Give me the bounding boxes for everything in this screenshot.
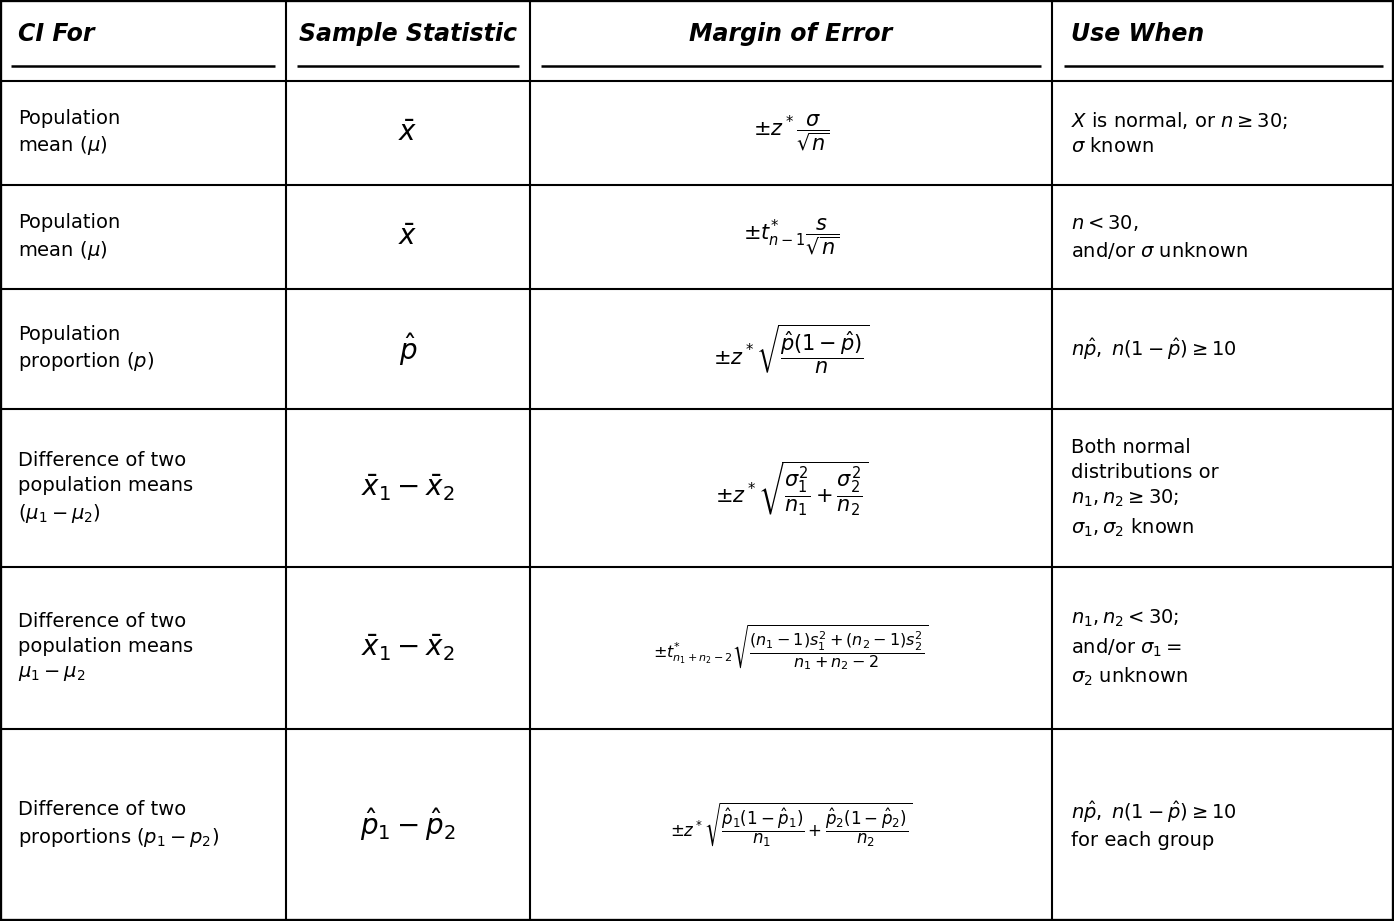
Text: CI For: CI For <box>18 22 95 46</box>
Text: Use When: Use When <box>1071 22 1204 46</box>
Text: $\pm t_{n_1+n_2-2}^{*}\sqrt{\dfrac{(n_1-1)s_1^2+(n_2-1)s_2^2}{n_1+n_2-2}}$: $\pm t_{n_1+n_2-2}^{*}\sqrt{\dfrac{(n_1-… <box>654 624 928 672</box>
Text: $n < 30$,
and/or $\sigma$ unknown: $n < 30$, and/or $\sigma$ unknown <box>1071 214 1248 261</box>
Text: Sample Statistic: Sample Statistic <box>298 22 517 46</box>
Text: $\pm z^* \dfrac{\sigma}{\sqrt{n}}$: $\pm z^* \dfrac{\sigma}{\sqrt{n}}$ <box>753 112 829 154</box>
Text: $n_1, n_2 < 30$;
and/or $\sigma_1=$
$\sigma_2$ unknown: $n_1, n_2 < 30$; and/or $\sigma_1=$ $\si… <box>1071 608 1188 688</box>
Text: $n\hat{p},\; n(1-\hat{p}) \geq 10$: $n\hat{p},\; n(1-\hat{p}) \geq 10$ <box>1071 336 1236 362</box>
Text: Population
proportion ($p$): Population proportion ($p$) <box>18 325 155 373</box>
Text: $\hat{p}_1 - \hat{p}_2$: $\hat{p}_1 - \hat{p}_2$ <box>360 806 456 844</box>
Text: $\pm t_{n-1}^{*} \dfrac{s}{\sqrt{n}}$: $\pm t_{n-1}^{*} \dfrac{s}{\sqrt{n}}$ <box>743 216 839 258</box>
Text: Difference of two
population means
($\mu_1 - \mu_2$): Difference of two population means ($\mu… <box>18 451 194 525</box>
Text: $\hat{p}$: $\hat{p}$ <box>399 331 417 367</box>
Text: Margin of Error: Margin of Error <box>690 22 892 46</box>
Text: $n\hat{p},\; n(1-\hat{p}) \geq 10$
for each group: $n\hat{p},\; n(1-\hat{p}) \geq 10$ for e… <box>1071 799 1236 850</box>
Text: $\bar{x}_1 - \bar{x}_2$: $\bar{x}_1 - \bar{x}_2$ <box>361 472 454 504</box>
Text: $\bar{x}$: $\bar{x}$ <box>399 119 417 147</box>
Text: $\bar{x}_1 - \bar{x}_2$: $\bar{x}_1 - \bar{x}_2$ <box>361 633 454 663</box>
Text: $\bar{x}$: $\bar{x}$ <box>399 223 417 251</box>
Text: $\pm z^* \sqrt{\dfrac{\sigma_1^2}{n_1} + \dfrac{\sigma_2^2}{n_2}}$: $\pm z^* \sqrt{\dfrac{\sigma_1^2}{n_1} +… <box>715 460 867 517</box>
Text: $\pm z^* \sqrt{\dfrac{\hat{p}(1-\hat{p})}{n}}$: $\pm z^* \sqrt{\dfrac{\hat{p}(1-\hat{p})… <box>714 322 868 376</box>
Text: Population
mean ($\mu$): Population mean ($\mu$) <box>18 109 120 157</box>
Text: Both normal
distributions or
$n_1, n_2 \geq 30$;
$\sigma_1, \sigma_2$ known: Both normal distributions or $n_1, n_2 \… <box>1071 437 1218 539</box>
Text: $X$ is normal, or $n \geq 30$;
$\sigma$ known: $X$ is normal, or $n \geq 30$; $\sigma$ … <box>1071 111 1287 156</box>
Text: $\pm z^* \sqrt{\dfrac{\hat{p}_1(1-\hat{p}_1)}{n_1} + \dfrac{\hat{p}_2(1-\hat{p}_: $\pm z^* \sqrt{\dfrac{\hat{p}_1(1-\hat{p… <box>671 800 912 849</box>
Text: Difference of two
population means
$\mu_1 - \mu_2$: Difference of two population means $\mu_… <box>18 612 194 683</box>
Text: Difference of two
proportions ($p_1 - p_2$): Difference of two proportions ($p_1 - p_… <box>18 800 219 849</box>
Text: Population
mean ($\mu$): Population mean ($\mu$) <box>18 213 120 262</box>
